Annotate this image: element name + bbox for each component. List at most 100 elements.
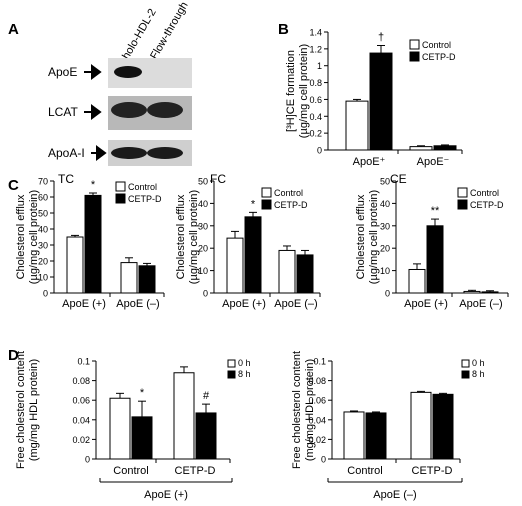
legend-swatch	[227, 370, 236, 379]
legend-swatch	[409, 39, 420, 50]
legend-swatch	[115, 181, 126, 192]
y-tick-label: 0.6	[309, 95, 322, 105]
y-tick-label: 0	[85, 455, 90, 465]
chart-d1: 0 0.02 0.04 0.06 0.08 0.1 Free cholesterol con…	[15, 351, 251, 501]
y-tick-label: 50	[380, 177, 390, 187]
bar-control	[120, 262, 138, 294]
bar-control	[463, 290, 481, 294]
bar-control	[66, 236, 84, 294]
y-axis-label: (µg/mg cell protein)	[188, 190, 200, 284]
blot-band	[147, 102, 183, 118]
y-tick-label: 0	[203, 289, 208, 299]
bar-treatment	[296, 254, 314, 294]
bar-control	[409, 146, 433, 151]
legend-swatch	[115, 193, 126, 204]
bar-treatment	[195, 412, 217, 460]
y-tick-label: 50	[38, 209, 48, 219]
x-tick-label: CETP-D	[175, 465, 216, 477]
y-axis-label: (mg/mg HDL protein)	[28, 359, 40, 461]
x-tick-label: ApoE (–)	[274, 298, 317, 310]
legend-label: Control	[422, 40, 451, 50]
significance-mark: *	[251, 198, 256, 210]
significance-mark: *	[140, 387, 145, 399]
y-tick-label: 70	[38, 177, 48, 187]
blot-band	[114, 66, 142, 78]
bar-treatment	[369, 52, 393, 151]
chart-d2: 0 0.02 0.04 0.06 0.08 0.1 Free cholesterol con…	[291, 351, 485, 501]
y-tick-label: 40	[198, 199, 208, 209]
blot-band	[111, 102, 147, 118]
x-tick-label: ApoE⁻	[417, 156, 450, 168]
y-tick-label: 0.4	[309, 112, 322, 122]
legend-swatch	[261, 187, 272, 198]
legend-label: 8 h	[472, 369, 485, 379]
legend-swatch	[227, 359, 236, 368]
y-tick-label: 50	[198, 177, 208, 187]
arrow-icon	[91, 145, 107, 161]
legend-swatch	[457, 187, 468, 198]
western-blot: holo-HDL-2 Flow-through ApoE LCAT ApoA-I	[48, 0, 192, 166]
y-tick-label: 0	[43, 289, 48, 299]
blot-band	[111, 147, 147, 159]
charts-layer: 00.20.40.60.811.21.4[³H]CE formation (µg/…	[15, 28, 509, 501]
y-axis-label: Free cholesterol content	[15, 351, 27, 469]
legend-swatch	[457, 199, 468, 210]
x-tick-label: ApoE (–)	[459, 298, 502, 310]
chart-title: TC	[58, 172, 74, 186]
y-axis-label: (mg/mg HDL protein)	[304, 359, 316, 461]
y-tick-label: 20	[198, 244, 208, 254]
significance-mark: †	[378, 31, 384, 43]
bar-control	[345, 100, 369, 151]
legend-label: 0 h	[238, 358, 251, 368]
x-tick-label: ApoE (+)	[62, 298, 106, 310]
blot-row-label: ApoA-I	[48, 146, 85, 160]
bar-treatment	[84, 194, 102, 294]
legend-label: Control	[128, 182, 157, 192]
bar-control	[109, 397, 131, 460]
legend-swatch	[461, 359, 470, 368]
y-tick-label: 30	[380, 221, 390, 231]
chart-c1: 0 10 20 30 40 50 60 70 Cholesterol efflux (µg/mg …	[15, 172, 165, 310]
panel-label-c: C	[8, 177, 19, 194]
panel-label-b: B	[278, 21, 289, 38]
y-tick-label: 10	[38, 273, 48, 283]
chart-title: CE	[390, 172, 407, 186]
bar-control	[173, 372, 195, 460]
group-caption: ApoE (+)	[144, 489, 188, 501]
chart-c2: 0 10 20 30 40 50 Cholesterol efflux (µg/mg cell…	[175, 172, 321, 310]
y-axis-label: (µg/mg cell protein)	[298, 44, 310, 138]
y-tick-label: 0	[321, 455, 326, 465]
legend-label: CETP-D	[274, 200, 308, 210]
x-tick-label: Control	[113, 465, 148, 477]
chart-title: FC	[210, 172, 226, 186]
legend-swatch	[409, 51, 420, 62]
y-tick-label: 0.08	[308, 376, 326, 386]
legend-label: CETP-D	[128, 194, 162, 204]
legend-label: Control	[470, 188, 499, 198]
y-tick-label: 20	[380, 244, 390, 254]
legend-label: Control	[274, 188, 303, 198]
arrow-icon	[84, 64, 102, 80]
blot-lane-label: Flow-through	[148, 0, 190, 61]
x-tick-label: Control	[347, 465, 382, 477]
bar-treatment	[365, 412, 387, 460]
significance-mark: #	[203, 390, 210, 402]
group-caption: ApoE (–)	[373, 489, 416, 501]
y-tick-label: 0	[317, 146, 322, 156]
y-tick-label: 1.4	[309, 28, 322, 38]
bar-treatment	[432, 393, 454, 460]
chart-c3: 0 10 20 30 40 50 Cholesterol efflux (µg/mg cell…	[355, 172, 509, 310]
chart-b: 0 0.2 0.4 0.6 0.8 1 1.2 1.4 [³H]CE formation (µg/…	[285, 28, 463, 168]
y-axis-label: (µg/mg cell protein)	[28, 190, 40, 284]
y-tick-label: 0	[385, 289, 390, 299]
bar-control	[343, 411, 365, 460]
y-tick-label: 0.1	[77, 357, 90, 367]
y-tick-label: 10	[198, 266, 208, 276]
y-tick-label: 30	[38, 241, 48, 251]
blot-row-label: ApoE	[48, 65, 77, 79]
x-tick-label: ApoE (+)	[222, 298, 266, 310]
bar-treatment	[244, 216, 262, 294]
y-tick-label: 40	[38, 225, 48, 235]
y-tick-label: 0.2	[309, 129, 322, 139]
